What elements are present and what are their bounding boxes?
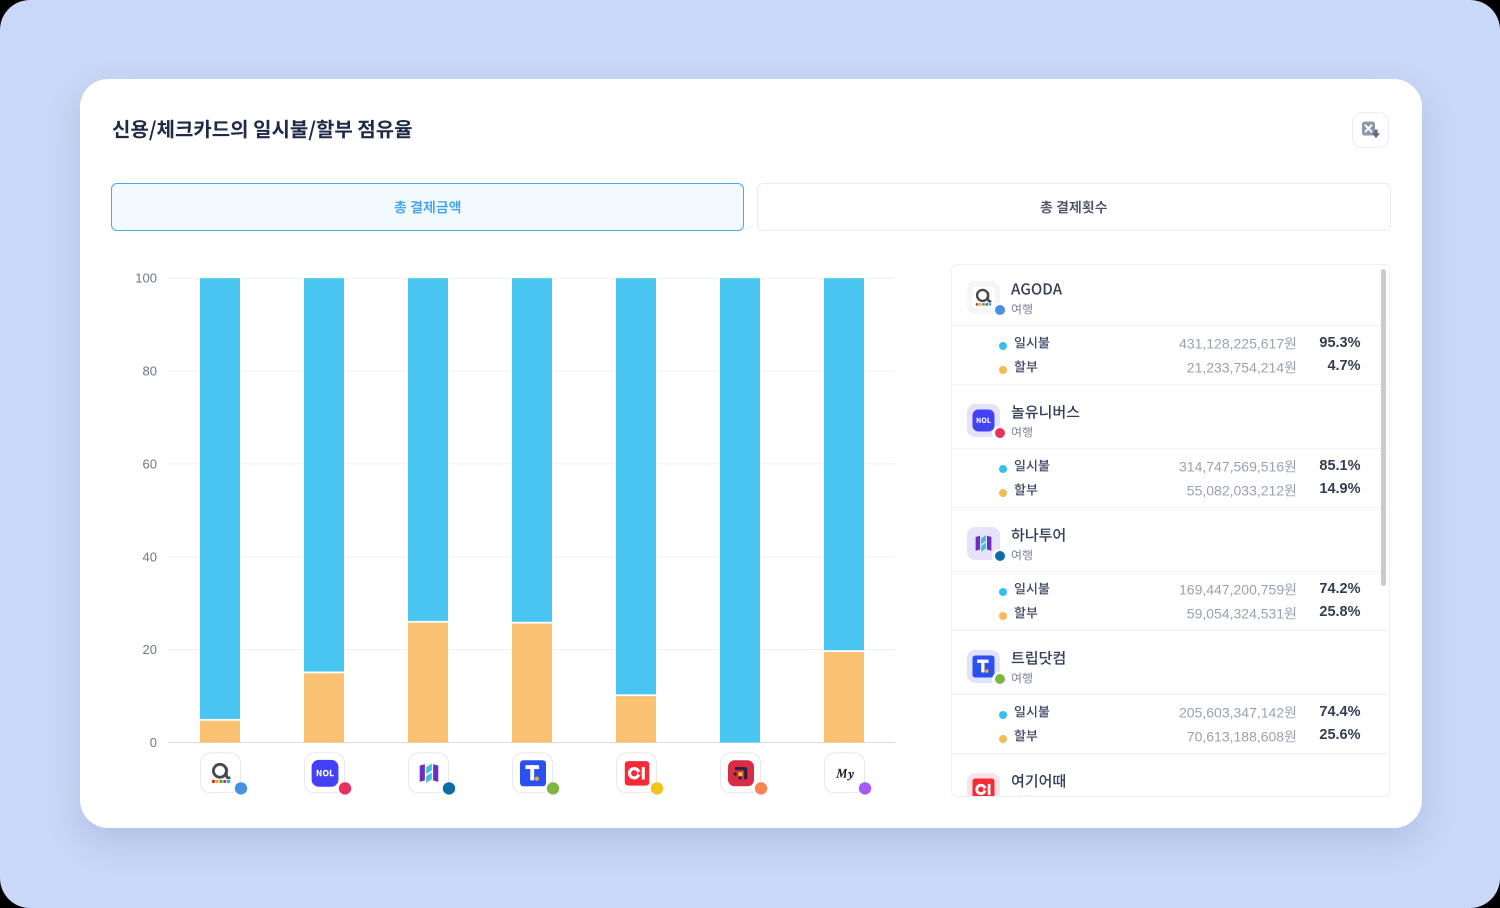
svg-text:100: 100 <box>135 271 157 286</box>
svg-text:20: 20 <box>143 642 157 657</box>
svg-text:80: 80 <box>143 364 157 379</box>
svg-text:40: 40 <box>143 549 157 564</box>
svg-text:60: 60 <box>143 456 157 471</box>
svg-text:0: 0 <box>150 735 157 750</box>
